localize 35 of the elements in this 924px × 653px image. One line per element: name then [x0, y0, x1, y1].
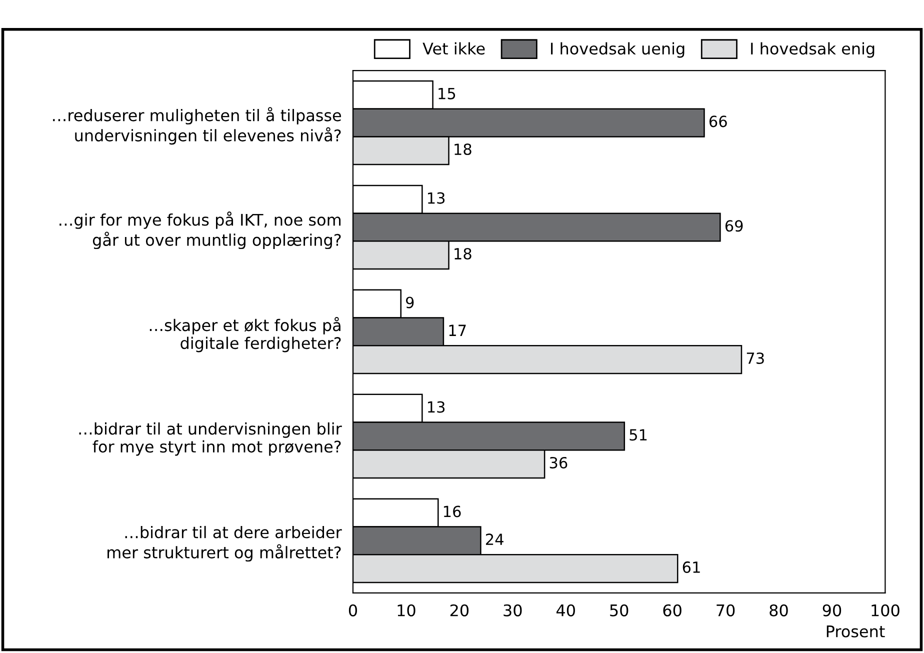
y-tick-label: …bidrar til at dere arbeider mer strukturert og målrettet? — [108, 526, 342, 562]
x-tick-label: 50 — [610, 604, 628, 616]
data-label: 18 — [454, 144, 472, 156]
y-tick-label: …bidrar til at undervisningen blir for mye styrt inn mot prøvene? — [79, 422, 342, 456]
legend-label: I hovedsak uenig — [551, 42, 684, 58]
x-tick-label: 90 — [822, 604, 842, 616]
x-tick-label: 10 — [398, 604, 416, 616]
legend-label: I hovedsak enig — [751, 42, 874, 58]
data-label: 9 — [406, 296, 414, 308]
x-tick-label: 20 — [450, 604, 469, 616]
x-tick-label: 40 — [556, 604, 575, 616]
data-label: 69 — [725, 220, 743, 232]
data-label: 15 — [438, 88, 456, 100]
data-label: 24 — [486, 534, 504, 545]
data-label: 13 — [428, 192, 445, 204]
x-tick-label: 0 — [348, 604, 357, 616]
x-tick-label: 30 — [504, 604, 522, 616]
y-tick-label: …skaper et økt fokus på digitale ferdigheter? — [150, 316, 341, 352]
data-label: 13 — [428, 401, 445, 413]
x-tick-label: 100 — [872, 604, 900, 616]
data-label: 66 — [709, 116, 727, 128]
y-tick-label: …reduserer muligheten til å tilpasse undervisningen til elevenes nivå? — [53, 107, 342, 145]
x-tick-label: 60 — [663, 604, 682, 616]
x-tick-label: 80 — [770, 604, 788, 616]
data-label: 51 — [630, 429, 647, 441]
data-label: 36 — [550, 456, 568, 468]
data-label: 73 — [746, 352, 764, 364]
data-label: 18 — [454, 248, 472, 260]
x-tick-label: 70 — [716, 604, 735, 616]
data-label: 17 — [449, 324, 466, 336]
x-axis-title: Prosent — [826, 626, 885, 638]
data-label: 61 — [682, 561, 700, 573]
data-label: 16 — [444, 506, 461, 518]
legend-label: Vet ikke — [422, 42, 485, 55]
y-tick-label: …gir for mye fokus på IKT, noe som går ut over muntlig opplæring? — [60, 212, 341, 250]
